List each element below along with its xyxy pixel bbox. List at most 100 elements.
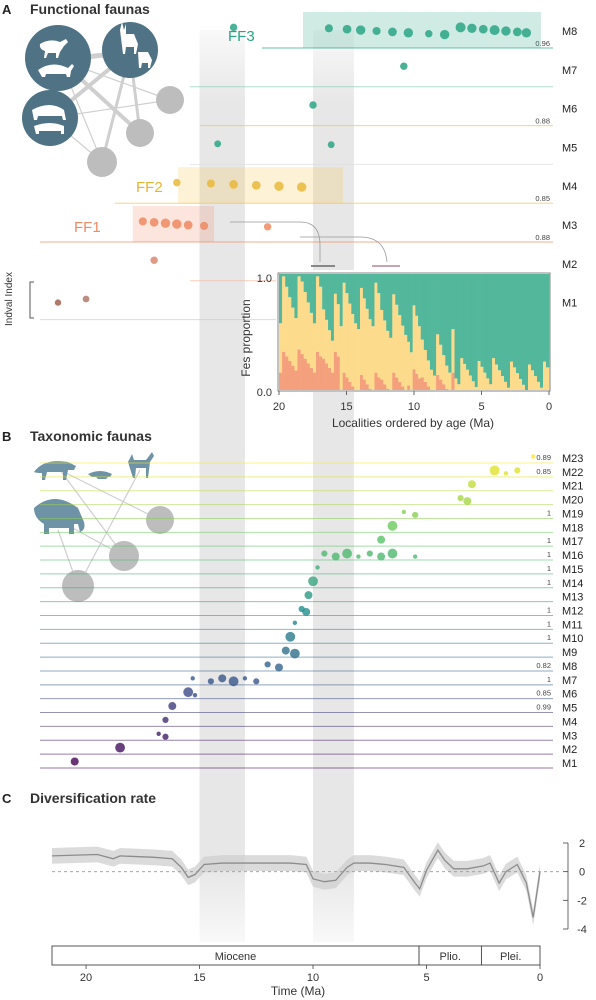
functional-point bbox=[200, 221, 209, 230]
inset-bar-segment bbox=[543, 274, 547, 362]
inset-bar-segment bbox=[531, 274, 535, 371]
functional-point bbox=[501, 26, 511, 36]
taxonomic-point bbox=[387, 520, 398, 531]
functional-point bbox=[138, 217, 147, 226]
functional-point bbox=[173, 178, 181, 187]
functional-point bbox=[150, 256, 158, 264]
inset-bar-segment bbox=[492, 274, 496, 359]
inset-bar-segment bbox=[528, 274, 532, 365]
large-mammal-icon-node bbox=[22, 90, 78, 146]
taxonomic-indval-value: 1 bbox=[547, 619, 551, 628]
inset-bar-segment bbox=[468, 274, 473, 376]
inset-bar-segment bbox=[415, 274, 419, 316]
inset-bar-segment bbox=[374, 282, 378, 373]
taxonomic-module-label: M16 bbox=[562, 550, 583, 562]
panel-title-diversification: Diversification rate bbox=[30, 790, 156, 806]
taxonomic-point bbox=[356, 554, 361, 559]
inset-bar-segment bbox=[436, 334, 440, 375]
inset-bar-segment bbox=[319, 274, 323, 287]
inset-bar-segment bbox=[291, 307, 295, 366]
inset-bar-segment bbox=[342, 274, 346, 283]
taxonomic-point bbox=[274, 663, 283, 672]
taxonomic-point bbox=[308, 576, 318, 587]
inset-bar-segment bbox=[336, 274, 341, 305]
inset-bar-segment bbox=[362, 379, 367, 390]
inset-bar-segment bbox=[407, 385, 411, 390]
diversification-plot bbox=[51, 842, 560, 926]
inset-xtick-label: 5 bbox=[478, 401, 484, 413]
panel-title-taxonomic: Taxonomic faunas bbox=[30, 428, 152, 444]
taxonomic-point bbox=[530, 454, 536, 459]
epoch-label: Plei. bbox=[500, 951, 521, 963]
inset-bar-segment bbox=[362, 274, 367, 299]
inset-bar-segment bbox=[282, 276, 286, 352]
inset-bar-segment bbox=[368, 274, 372, 320]
inset-bar-segment bbox=[368, 388, 372, 390]
taxonomic-point bbox=[342, 548, 352, 559]
inset-bar-segment bbox=[371, 326, 375, 390]
inset-bar-segment bbox=[420, 377, 425, 390]
inset-bar-segment bbox=[303, 358, 308, 390]
inset-bar-segment bbox=[477, 274, 481, 361]
functional-point bbox=[342, 24, 352, 34]
taxonomic-module-label: M21 bbox=[562, 481, 583, 493]
inset-bar-segment bbox=[339, 326, 343, 390]
inset-bar-segment bbox=[531, 370, 535, 390]
inset-bar-segment bbox=[442, 355, 446, 385]
inset-bar-segment bbox=[322, 309, 326, 359]
taxonomic-indval-value: 0.99 bbox=[536, 703, 551, 712]
inset-bar-segment bbox=[312, 323, 317, 373]
diversification-rate-line bbox=[51, 848, 541, 918]
functional-point bbox=[425, 29, 433, 38]
inset-bar-segment bbox=[398, 274, 402, 316]
indval-legend: Indval Index bbox=[4, 272, 34, 326]
functional-point bbox=[296, 182, 307, 192]
inset-bar-segment bbox=[316, 274, 320, 277]
functional-point bbox=[149, 217, 159, 227]
inset-bar-segment bbox=[466, 274, 470, 370]
inset-bar-segment bbox=[282, 274, 286, 277]
taxonomic-module-label: M1 bbox=[562, 758, 577, 770]
inset-bar-segment bbox=[285, 286, 289, 357]
time-axis-label: Time (Ma) bbox=[271, 984, 325, 998]
inset-xtick-label: 0 bbox=[546, 401, 552, 413]
inset-bar-segment bbox=[365, 384, 369, 390]
taxonomic-indval-value: 1 bbox=[547, 564, 551, 573]
taxonomic-indval-value: 1 bbox=[547, 606, 551, 615]
inset-bar-segment bbox=[312, 372, 317, 390]
inset-bar-segment bbox=[522, 384, 526, 390]
inset-bar-segment bbox=[546, 274, 550, 368]
inset-bar-segment bbox=[412, 369, 416, 390]
inset-bar-segment bbox=[303, 291, 308, 359]
inset-bar-segment bbox=[451, 329, 455, 373]
taxonomic-module-label: M12 bbox=[562, 606, 583, 618]
inset-bar-segment bbox=[466, 369, 470, 390]
taxonomic-module-label: M11 bbox=[562, 619, 583, 631]
inset-bar-segment bbox=[423, 274, 428, 350]
functional-indval-value: 0.85 bbox=[535, 194, 550, 203]
inset-bar-segment bbox=[423, 381, 428, 390]
functional-point bbox=[274, 181, 284, 191]
inset-bar-segment bbox=[309, 312, 314, 368]
functional-point bbox=[521, 28, 532, 38]
diversification-ytick-label: -4 bbox=[577, 924, 587, 936]
inset-bar-segment bbox=[395, 377, 399, 390]
inset-bar-segment bbox=[501, 274, 505, 377]
inset-bar-segment bbox=[445, 388, 449, 390]
inset-bar-segment bbox=[404, 334, 408, 390]
inset-bar-segment bbox=[463, 274, 467, 364]
taxonomic-point bbox=[401, 509, 407, 515]
inset-bar-segment bbox=[330, 274, 335, 341]
taxonomic-point bbox=[514, 467, 521, 474]
inset-bar-segment bbox=[383, 320, 387, 385]
functional-point bbox=[327, 141, 335, 149]
inset-bar-segment bbox=[528, 364, 532, 390]
taxonomic-module-label: M5 bbox=[562, 703, 577, 715]
inset-bar-segment bbox=[300, 274, 304, 282]
inset-bar-segment bbox=[348, 303, 352, 382]
functional-point bbox=[172, 219, 182, 229]
taxonomic-indval-value: 0.85 bbox=[536, 689, 551, 698]
inset-bar-segment bbox=[401, 274, 405, 326]
taxonomic-point bbox=[377, 535, 386, 544]
